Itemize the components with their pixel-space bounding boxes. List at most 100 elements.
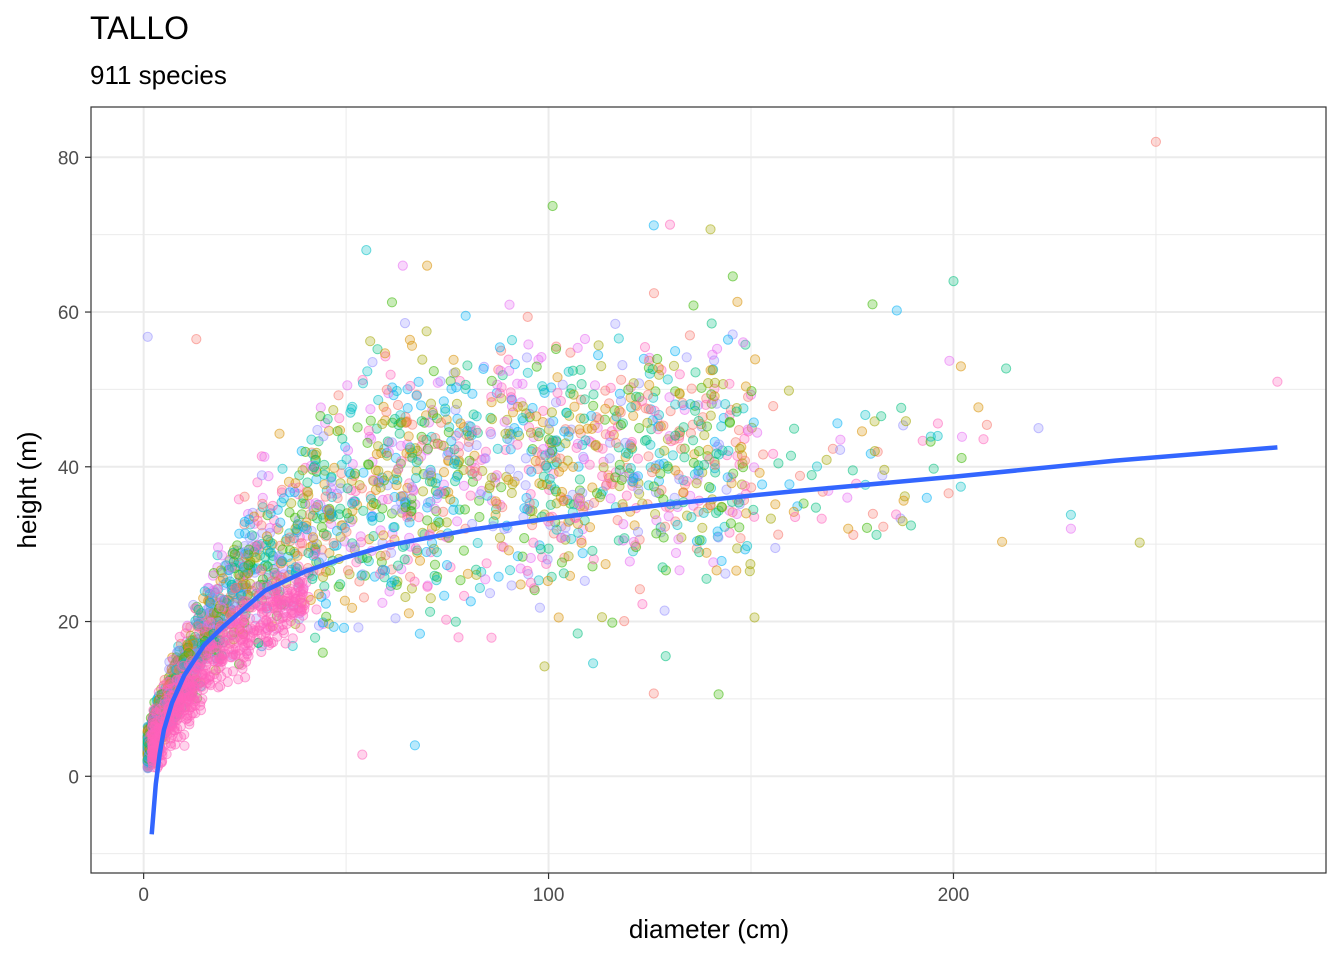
data-point (701, 573, 712, 584)
data-point (422, 260, 433, 271)
data-point (350, 468, 361, 479)
data-point (507, 479, 518, 490)
data-point (190, 708, 201, 719)
data-point (497, 502, 508, 513)
data-point (770, 542, 781, 554)
data-point (722, 334, 734, 345)
data-point (705, 224, 716, 235)
data-point (742, 424, 753, 435)
data-point (897, 516, 908, 527)
data-point (686, 512, 697, 523)
data-point (610, 318, 621, 329)
data-point (519, 503, 530, 514)
data-point (384, 586, 395, 597)
data-point (550, 397, 562, 408)
data-point (452, 516, 463, 527)
data-point (506, 335, 518, 346)
data-point (843, 523, 854, 534)
data-point (500, 428, 511, 439)
data-point (723, 445, 734, 456)
data-point (368, 475, 379, 487)
data-point (544, 473, 555, 484)
data-point (180, 628, 191, 639)
data-point (738, 337, 749, 348)
data-point (515, 579, 526, 590)
data-point (616, 374, 627, 385)
data-point (357, 749, 368, 760)
data-point (429, 559, 441, 570)
data-point (410, 543, 421, 554)
data-point (651, 528, 662, 539)
data-point (596, 361, 607, 372)
data-point (600, 403, 611, 414)
data-point (688, 300, 699, 311)
data-point (250, 634, 261, 645)
data-point (424, 468, 435, 479)
data-point (664, 392, 675, 403)
data-point (399, 554, 410, 565)
data-point (267, 500, 278, 511)
x-tick-label: 0 (138, 885, 149, 906)
data-point (648, 220, 659, 231)
data-point (381, 406, 392, 417)
data-point (236, 659, 247, 671)
data-point (1001, 363, 1012, 374)
data-point (876, 411, 887, 422)
data-point (494, 342, 505, 353)
data-point (878, 521, 889, 532)
data-point (768, 401, 779, 412)
data-point (297, 521, 309, 532)
data-point (560, 438, 571, 449)
data-point (481, 558, 492, 569)
data-point (597, 470, 608, 482)
data-point (699, 460, 710, 471)
data-point (402, 384, 413, 395)
data-point (542, 554, 553, 565)
data-point (520, 453, 532, 464)
data-point (710, 459, 721, 470)
data-point (275, 517, 286, 528)
data-point (512, 426, 523, 438)
data-point (731, 406, 742, 417)
data-point (720, 568, 731, 579)
data-point (656, 485, 667, 496)
data-point (277, 613, 288, 624)
data-point (440, 406, 451, 417)
data-point (711, 565, 722, 576)
data-point (697, 522, 708, 533)
data-point (615, 419, 627, 431)
minor-gridlines (91, 107, 1326, 873)
data-point (319, 459, 330, 470)
data-point (816, 513, 827, 524)
chart-title: TALLO (90, 10, 189, 46)
data-point (428, 366, 439, 377)
data-point (493, 571, 504, 582)
data-point (410, 472, 422, 484)
data-point (553, 612, 564, 623)
data-point (431, 575, 442, 586)
data-point (334, 413, 345, 424)
data-point (575, 364, 586, 375)
data-point (388, 522, 399, 533)
data-point (367, 511, 378, 522)
data-point (318, 431, 329, 442)
data-point (891, 305, 902, 316)
data-point (319, 581, 330, 592)
data-point (641, 434, 652, 446)
data-point (619, 533, 630, 544)
data-point (421, 546, 432, 558)
data-point (328, 621, 339, 633)
data-point (179, 740, 190, 751)
data-point (674, 474, 685, 485)
data-point (469, 466, 480, 477)
data-point (506, 392, 517, 403)
data-point (637, 599, 648, 610)
data-point (948, 276, 959, 287)
data-point (663, 511, 674, 522)
data-point (229, 549, 241, 560)
data-point (684, 330, 696, 341)
data-point (486, 632, 497, 643)
data-point (594, 492, 606, 503)
data-point (414, 555, 426, 566)
data-point (339, 595, 350, 606)
